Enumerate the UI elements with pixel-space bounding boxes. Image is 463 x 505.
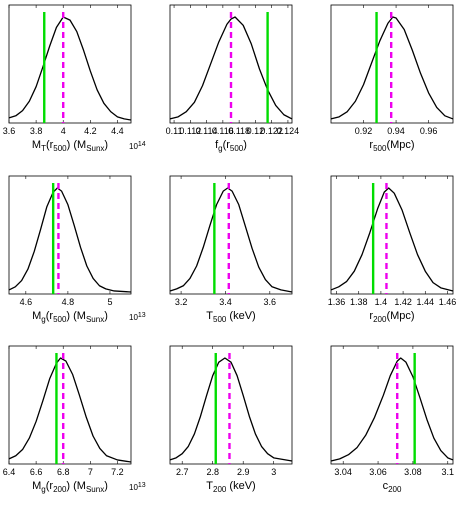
- x-tick-label: 0.112: [179, 126, 201, 136]
- x-tick-label: 4: [61, 126, 66, 136]
- axes-frame: [169, 175, 293, 295]
- x-tick-label: 1.44: [417, 297, 435, 307]
- x-tick-label: 0.94: [387, 126, 405, 136]
- axes-frame: [8, 4, 132, 124]
- x-tick-label: 0.114: [196, 126, 218, 136]
- axes-frame: [8, 175, 132, 295]
- x-tick-label: 1.42: [394, 297, 412, 307]
- posterior-curve: [330, 187, 454, 292]
- x-axis-label: T200 (keV): [206, 480, 255, 494]
- axes-frame: [330, 345, 454, 465]
- x-axis-label: c200: [383, 480, 402, 494]
- x-axis-label: Mg(r200) (MSunx): [32, 480, 108, 494]
- x-tick-label: 7.2: [111, 467, 124, 477]
- x-tick-label: 4.6: [20, 297, 33, 307]
- x-axis-label: r200(Mpc): [369, 310, 414, 324]
- posterior-curve: [330, 16, 454, 120]
- axes-frame: [169, 345, 293, 465]
- x-tick-label: 0.11: [166, 126, 183, 136]
- x-tick-label: 3.08: [404, 467, 422, 477]
- x-tick-label: 1.38: [350, 297, 368, 307]
- x-tick-label: 3: [271, 467, 276, 477]
- posterior-curve: [169, 16, 293, 120]
- x-axis-label: r500(Mpc): [369, 139, 414, 153]
- x-tick-label: 4.4: [111, 126, 124, 136]
- x-tick-label: 3.4: [219, 297, 232, 307]
- x-tick-label: 7: [88, 467, 93, 477]
- x-tick-label: 4.2: [84, 126, 97, 136]
- x-tick-label: 0.118: [228, 126, 250, 136]
- x-axis-label: MT(r500) (MSunx): [32, 139, 108, 153]
- x-tick-label: 3.8: [30, 126, 43, 136]
- x-tick-label: 3.6: [3, 126, 16, 136]
- x-tick-label: 0.122: [260, 126, 283, 136]
- panel-8: 2.7 2.8 2.9 3 T200 (keV): [169, 345, 293, 494]
- x-tick-label: 6.8: [57, 467, 70, 477]
- x-tick-label: 3.6: [264, 297, 277, 307]
- x-axis-label: T500 (keV): [206, 310, 255, 324]
- x-tick-label: 6.6: [30, 467, 43, 477]
- x-tick-label: 2.8: [206, 467, 219, 477]
- x-axis-label: Mg(r500) (MSunx): [32, 310, 108, 324]
- x-tick-label: 0.96: [420, 126, 438, 136]
- x-tick-label: 3.04: [334, 467, 352, 477]
- x-tick-label: 0.124: [277, 126, 300, 136]
- posterior-curve: [8, 16, 132, 121]
- panel-1: 3.6 3.8 4 4.2 4.4MT(r500) (MSunx) 1014: [3, 4, 146, 153]
- x-scale-factor: 1013: [129, 312, 146, 322]
- x-tick-label: 0.12: [247, 126, 265, 136]
- x-tick-label: 5: [107, 297, 112, 307]
- x-tick-label: 3.2: [175, 297, 188, 307]
- x-axis-label: fg(r500): [215, 139, 247, 153]
- panel-7: 6.4 6.6 6.8 7 7.2Mg(r200) (MSunx) 1013: [3, 345, 146, 494]
- x-tick-label: 0.116: [212, 126, 234, 136]
- x-tick-label: 6.4: [3, 467, 16, 477]
- posterior-curve: [8, 187, 132, 293]
- x-tick-label: 4.8: [62, 297, 75, 307]
- panel-5: 3.2 3.4 3.6 T500 (keV): [169, 175, 293, 324]
- posterior-curve: [169, 357, 293, 462]
- axes-frame: [330, 175, 454, 295]
- x-tick-label: 2.9: [237, 467, 250, 477]
- x-scale-factor: 1013: [129, 482, 146, 492]
- panel-3: 0.92 0.94 0.96 r500(Mpc): [330, 4, 454, 153]
- x-tick-label: 2.7: [176, 467, 189, 477]
- x-tick-label: 1.36: [328, 297, 346, 307]
- panel-6: 1.36 1.38 1.4 1.42 1.44 1.46 r200(Mpc): [328, 175, 457, 324]
- posterior-curve: [8, 357, 132, 463]
- x-tick-label: 3.06: [369, 467, 387, 477]
- panel-9: 3.04 3.06 3.08 3.1 c200: [330, 345, 455, 494]
- x-scale-factor: 1014: [129, 141, 146, 151]
- panel-4: 4.6 4.8 5 Mg(r500) (MSunx) 1013: [8, 175, 146, 324]
- x-tick-label: 1.4: [375, 297, 388, 307]
- posterior-curve: [169, 187, 293, 293]
- posterior-curve: [330, 357, 454, 462]
- axes-frame: [8, 345, 132, 465]
- x-tick-label: 3.1: [442, 467, 455, 477]
- x-tick-label: 0.92: [355, 126, 373, 136]
- x-tick-label: 1.46: [439, 297, 457, 307]
